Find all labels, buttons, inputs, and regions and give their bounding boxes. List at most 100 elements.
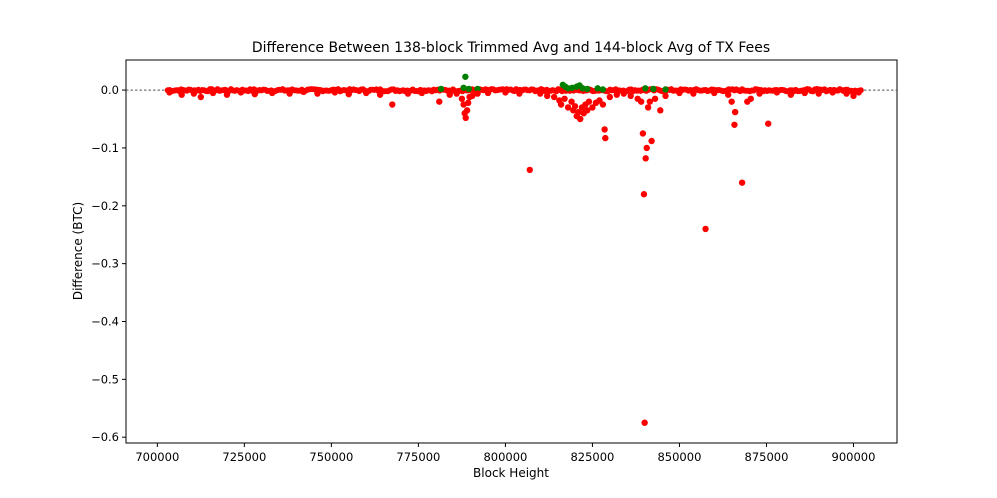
data-point-negative [747, 95, 755, 102]
data-point-negative [516, 90, 523, 97]
data-point-negative [209, 89, 217, 97]
data-point-negative [639, 130, 647, 137]
data-point-negative [801, 89, 808, 97]
data-point-positive [650, 85, 657, 93]
y-tick-label: −0.3 [91, 257, 119, 271]
data-point-positive [642, 85, 649, 92]
data-point-negative [345, 90, 352, 98]
y-axis-label: Difference (BTC) [71, 202, 85, 300]
data-point-negative [564, 104, 572, 111]
data-point-negative [640, 191, 648, 198]
x-tick-label: 775000 [396, 450, 440, 464]
data-point-negative [575, 108, 582, 116]
data-point-negative [606, 93, 614, 101]
data-point-positive [474, 85, 481, 93]
data-point-negative [637, 98, 645, 105]
x-tick-label: 700000 [135, 450, 179, 464]
data-point-negative [702, 225, 709, 233]
data-point-negative [314, 90, 321, 97]
data-point-negative [585, 98, 593, 105]
data-point-negative [550, 93, 558, 101]
data-point-negative [568, 98, 575, 105]
data-point-negative [711, 89, 718, 97]
data-point-negative [474, 90, 481, 97]
y-tick-label: −0.4 [91, 315, 119, 329]
data-point-negative [237, 89, 245, 96]
data-point-negative [643, 144, 650, 152]
data-point-negative [436, 98, 443, 105]
data-point-negative [571, 103, 579, 110]
x-axis: 700000 725000 750000 775000 800000 825000 8500… [135, 443, 875, 464]
data-point-positive [460, 84, 467, 91]
data-point-negative [602, 134, 609, 142]
data-point-negative [197, 93, 205, 101]
x-tick-label: 800000 [483, 450, 527, 464]
data-point-negative [627, 92, 634, 100]
data-point-negative [561, 95, 568, 102]
data-point-negative [773, 89, 781, 96]
data-point-negative [731, 108, 739, 116]
data-point-negative [584, 107, 591, 114]
data-point-negative [464, 99, 472, 107]
data-point-negative [577, 115, 584, 123]
data-point-negative [166, 89, 173, 96]
data-point-negative [657, 107, 664, 114]
data-point-negative [557, 101, 565, 108]
data-point-negative [543, 92, 551, 100]
data-point-negative [462, 114, 469, 122]
data-point-negative [601, 126, 608, 133]
data-point-negative [676, 89, 683, 97]
data-point-negative [843, 90, 850, 97]
data-point-negative [613, 91, 620, 98]
data-point-negative [223, 91, 231, 98]
data-point-negative [463, 107, 471, 114]
data-point-negative [469, 92, 476, 100]
x-tick-label: 725000 [222, 450, 266, 464]
data-point-negative [178, 91, 185, 98]
data-point-negative [728, 98, 735, 105]
data-point-negative [738, 179, 746, 186]
data-point-positive [599, 86, 607, 93]
x-tick-label: 875000 [745, 450, 789, 464]
data-point-negative [418, 89, 426, 97]
chart-title: Difference Between 138-block Trimmed Avg… [252, 40, 770, 56]
data-point-negative [446, 91, 453, 98]
data-point-negative [651, 95, 659, 102]
data-point-negative [331, 89, 339, 96]
x-tick-label: 850000 [657, 450, 701, 464]
data-point-negative [855, 89, 862, 96]
data-point-positive [662, 86, 669, 93]
data-point-negative [724, 91, 732, 98]
data-point-negative [731, 121, 738, 128]
data-point-negative [286, 90, 293, 97]
data-point-negative [690, 90, 697, 97]
data-point-negative [589, 104, 596, 111]
data-point-negative [404, 90, 412, 97]
data-point-negative [389, 101, 396, 108]
data-point-positive [437, 85, 445, 93]
points-layer [164, 73, 864, 426]
x-tick-label: 750000 [309, 450, 353, 464]
data-point-negative [850, 92, 857, 100]
data-point-negative [662, 92, 669, 100]
y-tick-label: −0.2 [91, 199, 119, 213]
data-point-negative [648, 137, 655, 145]
data-point-negative [646, 98, 654, 105]
data-point-negative [362, 89, 370, 97]
data-point-positive [594, 85, 601, 92]
data-point-negative [537, 90, 544, 97]
data-point-negative [787, 91, 795, 98]
data-point-negative [190, 90, 198, 97]
data-point-negative [644, 104, 652, 111]
data-point-negative [453, 90, 460, 97]
data-point-negative [756, 90, 763, 97]
y-tick-label: −0.1 [91, 141, 119, 155]
data-point-negative [458, 95, 466, 102]
data-point-negative [599, 101, 607, 108]
plot-area [125, 59, 898, 444]
data-point-positive [465, 85, 473, 93]
data-point-negative [620, 90, 627, 97]
data-point-negative [829, 89, 836, 96]
x-axis-label: Block Height [473, 466, 549, 480]
